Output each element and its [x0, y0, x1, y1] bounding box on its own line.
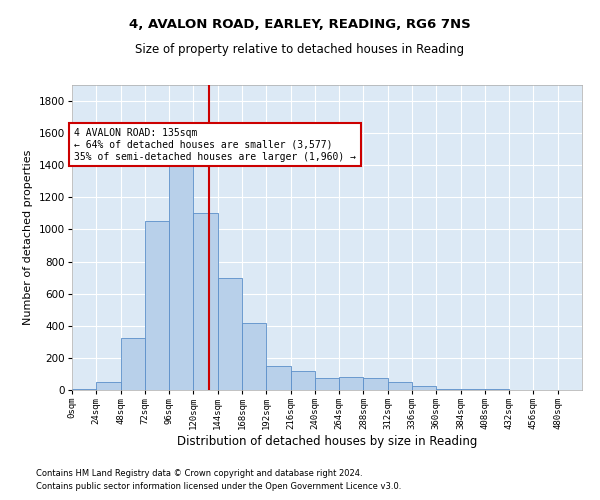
Bar: [72, 389, 96, 390]
Bar: [145, 222, 169, 390]
Bar: [485, 389, 509, 390]
Text: Contains public sector information licensed under the Open Government Licence v3: Contains public sector information licen…: [36, 482, 401, 491]
Bar: [242, 322, 266, 390]
Text: Contains HM Land Registry data © Crown copyright and database right 2024.: Contains HM Land Registry data © Crown c…: [36, 468, 362, 477]
Bar: [412, 386, 436, 390]
Bar: [218, 278, 242, 390]
Bar: [290, 370, 315, 390]
Bar: [315, 378, 339, 390]
Bar: [388, 382, 412, 390]
Y-axis label: Number of detached properties: Number of detached properties: [23, 150, 33, 325]
Bar: [436, 389, 461, 390]
Text: 4 AVALON ROAD: 135sqm
← 64% of detached houses are smaller (3,577)
35% of semi-d: 4 AVALON ROAD: 135sqm ← 64% of detached …: [74, 128, 356, 162]
Bar: [339, 377, 364, 390]
Bar: [96, 382, 121, 390]
X-axis label: Distribution of detached houses by size in Reading: Distribution of detached houses by size …: [177, 435, 477, 448]
Text: 4, AVALON ROAD, EARLEY, READING, RG6 7NS: 4, AVALON ROAD, EARLEY, READING, RG6 7NS: [129, 18, 471, 30]
Bar: [193, 214, 218, 390]
Bar: [266, 366, 290, 390]
Bar: [121, 338, 145, 390]
Bar: [169, 157, 193, 390]
Bar: [364, 378, 388, 390]
Text: Size of property relative to detached houses in Reading: Size of property relative to detached ho…: [136, 42, 464, 56]
Bar: [461, 389, 485, 390]
